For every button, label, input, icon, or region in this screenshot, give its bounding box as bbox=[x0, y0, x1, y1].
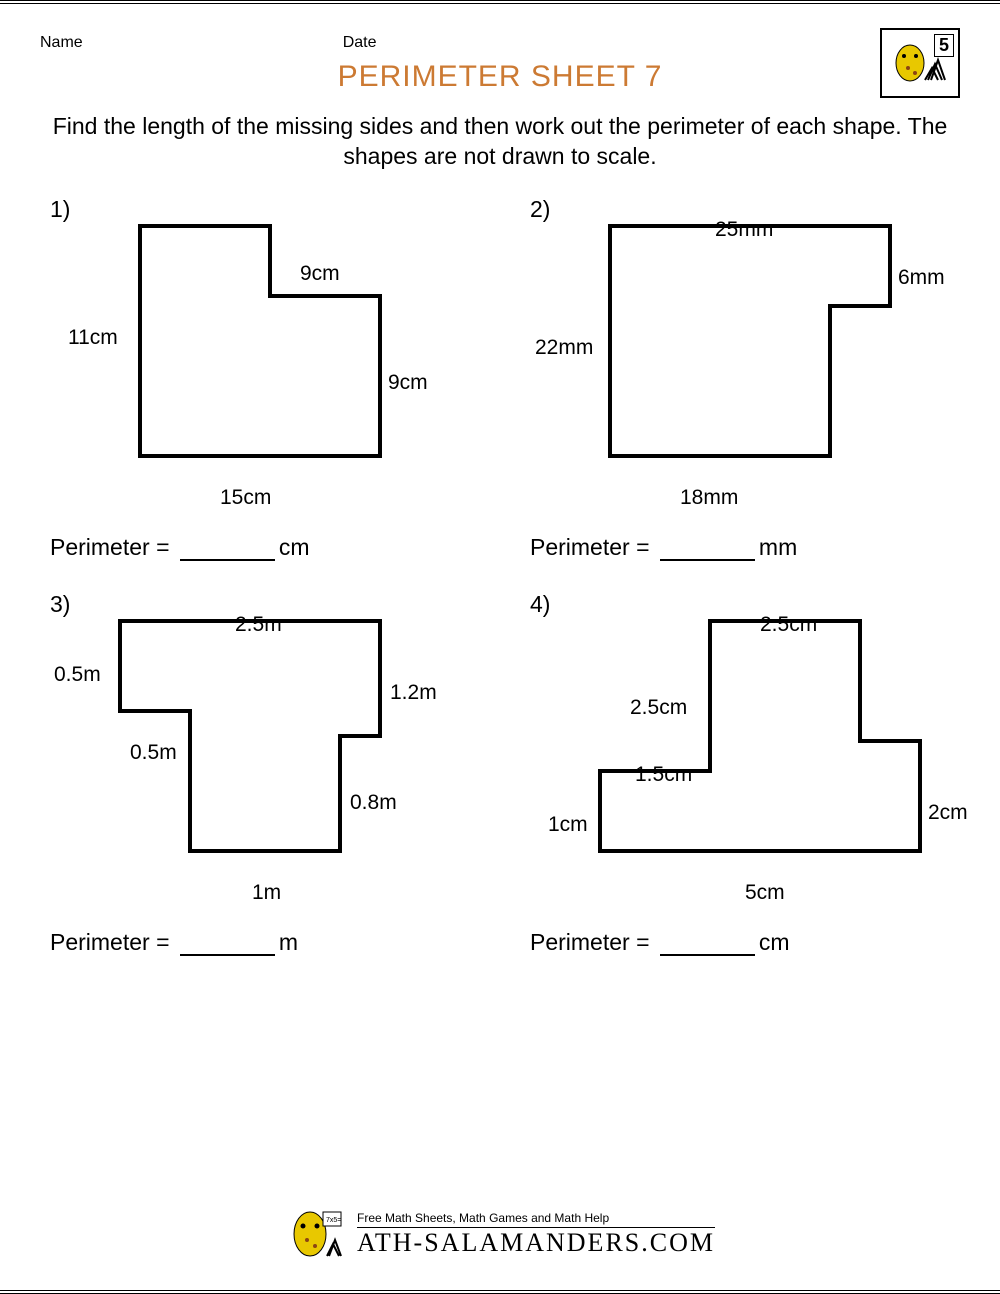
shape-area: 2.5m0.5m1.2m0.5m0.8m1m bbox=[40, 591, 500, 891]
answer-line: Perimeter = cm bbox=[50, 534, 500, 561]
answer-unit: cm bbox=[759, 929, 790, 955]
dimension-label: 11cm bbox=[68, 326, 118, 350]
answer-prefix: Perimeter = bbox=[50, 534, 176, 560]
shape-area: 9cm11cm9cm15cm bbox=[40, 196, 500, 496]
dimension-label: 6mm bbox=[898, 266, 945, 290]
answer-unit: cm bbox=[279, 534, 310, 560]
dimension-label: 2.5cm bbox=[760, 613, 817, 637]
shape-outline bbox=[600, 621, 920, 851]
dimension-label: 0.5m bbox=[54, 663, 101, 687]
answer-blank[interactable] bbox=[180, 559, 275, 561]
dimension-label: 15cm bbox=[220, 486, 271, 510]
problem: 3)2.5m0.5m1.2m0.5m0.8m1mPerimeter = m bbox=[40, 591, 500, 956]
dimension-label: 5cm bbox=[745, 881, 785, 905]
answer-line: Perimeter = mm bbox=[530, 534, 980, 561]
dimension-label: 2.5cm bbox=[630, 696, 687, 720]
dimension-label: 1m bbox=[252, 881, 281, 905]
footer-salamander-icon: 7x5= bbox=[285, 1204, 345, 1264]
problem: 1)9cm11cm9cm15cmPerimeter = cm bbox=[40, 196, 500, 561]
header-row: Name Date 5 bbox=[40, 34, 960, 52]
dimension-label: 18mm bbox=[680, 486, 738, 510]
problem: 2)25mm6mm22mm18mmPerimeter = mm bbox=[520, 196, 980, 561]
dimension-label: 2.5m bbox=[235, 613, 282, 637]
worksheet-page: Name Date 5 PERIMETER SHEET 7 Find the l… bbox=[0, 0, 1000, 1294]
shape-svg bbox=[520, 591, 980, 891]
dimension-label: 2cm bbox=[928, 801, 968, 825]
shape-area: 25mm6mm22mm18mm bbox=[520, 196, 980, 496]
footer-tagline: Free Math Sheets, Math Games and Math He… bbox=[357, 1211, 715, 1228]
dimension-label: 9cm bbox=[388, 371, 428, 395]
dimension-label: 0.8m bbox=[350, 791, 397, 815]
shape-outline bbox=[140, 226, 380, 456]
dimension-label: 0.5m bbox=[130, 741, 177, 765]
shape-outline bbox=[610, 226, 890, 456]
instructions: Find the length of the missing sides and… bbox=[40, 112, 960, 172]
date-label: Date bbox=[343, 34, 377, 52]
answer-prefix: Perimeter = bbox=[50, 929, 176, 955]
answer-blank[interactable] bbox=[660, 954, 755, 956]
problem: 4)2.5cm2.5cm1.5cm1cm2cm5cmPerimeter = cm bbox=[520, 591, 980, 956]
answer-blank[interactable] bbox=[180, 954, 275, 956]
shape-area: 2.5cm2.5cm1.5cm1cm2cm5cm bbox=[520, 591, 980, 891]
name-label: Name bbox=[40, 34, 83, 52]
answer-line: Perimeter = cm bbox=[530, 929, 980, 956]
dimension-label: 1.2m bbox=[390, 681, 437, 705]
logo-badge: 5 bbox=[880, 28, 960, 98]
answer-prefix: Perimeter = bbox=[530, 534, 656, 560]
dimension-label: 1.5cm bbox=[635, 763, 692, 787]
answer-unit: m bbox=[279, 929, 298, 955]
answer-blank[interactable] bbox=[660, 559, 755, 561]
answer-unit: mm bbox=[759, 534, 797, 560]
dimension-label: 1cm bbox=[548, 813, 588, 837]
answer-line: Perimeter = m bbox=[50, 929, 500, 956]
answer-prefix: Perimeter = bbox=[530, 929, 656, 955]
dimension-label: 22mm bbox=[535, 336, 593, 360]
page-title: PERIMETER SHEET 7 bbox=[40, 60, 960, 94]
dimension-label: 9cm bbox=[300, 262, 340, 286]
grade-badge: 5 bbox=[934, 34, 954, 57]
svg-text:7x5=: 7x5= bbox=[326, 1217, 341, 1224]
footer: 7x5= Free Math Sheets, Math Games and Ma… bbox=[285, 1204, 715, 1264]
shape-outline bbox=[120, 621, 380, 851]
footer-brand: ATH-SALAMANDERS.COM bbox=[357, 1228, 715, 1258]
problems-grid: 1)9cm11cm9cm15cmPerimeter = cm2)25mm6mm2… bbox=[40, 196, 960, 956]
dimension-label: 25mm bbox=[715, 218, 773, 242]
footer-text-block: Free Math Sheets, Math Games and Math He… bbox=[357, 1211, 715, 1258]
